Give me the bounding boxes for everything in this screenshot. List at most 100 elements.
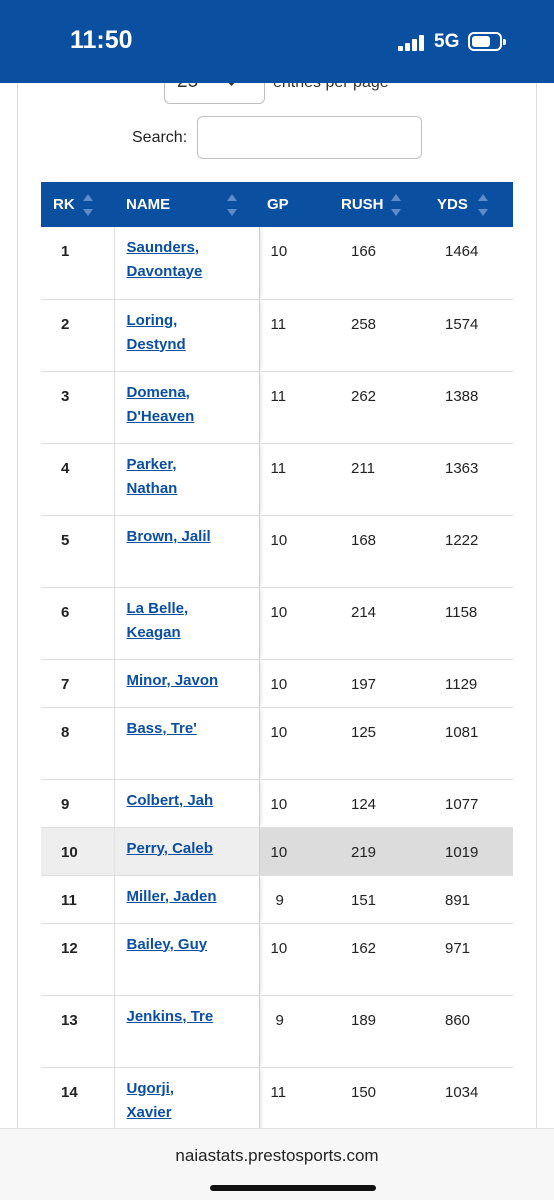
rush-cell: 197 — [311, 659, 407, 708]
rank-cell: 4 — [41, 443, 114, 516]
player-link[interactable]: Colbert, Jah — [126, 791, 214, 809]
player-link[interactable]: Perry, Caleb — [126, 839, 213, 857]
gp-cell: 9 — [259, 875, 311, 924]
rank-cell: 2 — [41, 299, 114, 372]
home-indicator[interactable] — [210, 1185, 376, 1191]
player-link[interactable]: Brown, Jalil — [126, 527, 211, 545]
rushing-stats-table: RK NAME GP RUSH YDS 1 Saunders, Davontaye — [41, 182, 513, 1140]
yds-cell: 1081 — [407, 707, 513, 780]
gp-cell: 10 — [259, 779, 311, 828]
table-header-row: RK NAME GP RUSH YDS — [41, 182, 513, 227]
cellular-signal-icon — [398, 35, 424, 51]
name-cell: Loring, Destynd — [113, 299, 260, 372]
table-row: 5 Brown, Jalil 10 168 1222 — [41, 515, 513, 588]
rush-cell: 219 — [311, 827, 407, 876]
player-link[interactable]: Domena, D'Heaven — [126, 383, 195, 425]
name-cell: Domena, D'Heaven — [113, 371, 260, 444]
yds-cell: 1077 — [407, 779, 513, 828]
address-bar[interactable]: naiastats.prestosports.com — [175, 1146, 379, 1165]
player-link[interactable]: Saunders, Davontaye — [126, 239, 203, 280]
player-link[interactable]: La Belle, Keagan — [126, 599, 189, 641]
yds-cell: 1574 — [407, 299, 513, 372]
header-label: RUSH — [341, 196, 384, 213]
yds-cell: 891 — [407, 875, 513, 924]
sort-icon — [227, 194, 237, 216]
gp-cell: 10 — [259, 707, 311, 780]
rush-cell: 166 — [311, 227, 407, 300]
player-link[interactable]: Minor, Javon — [126, 671, 219, 689]
yds-cell: 1129 — [407, 659, 513, 708]
name-cell: La Belle, Keagan — [113, 587, 260, 660]
yds-cell: 1388 — [407, 371, 513, 444]
rank-cell: 14 — [41, 1067, 114, 1140]
player-link[interactable]: Bass, Tre' — [126, 719, 197, 737]
column-header-name[interactable]: NAME — [114, 182, 259, 227]
yds-cell: 860 — [407, 995, 513, 1068]
name-cell: Saunders, Davontaye — [113, 227, 260, 300]
table-row: 3 Domena, D'Heaven 11 262 1388 — [41, 371, 513, 444]
yds-cell: 1019 — [407, 827, 513, 876]
rank-cell: 1 — [41, 227, 114, 300]
table-row: 4 Parker, Nathan 11 211 1363 — [41, 443, 513, 516]
sort-icon — [478, 194, 488, 216]
rush-cell: 189 — [311, 995, 407, 1068]
rank-cell: 12 — [41, 923, 114, 996]
table-row: 7 Minor, Javon 10 197 1129 — [41, 659, 513, 708]
table-row: 12 Bailey, Guy 10 162 971 — [41, 923, 513, 996]
rush-cell: 258 — [311, 299, 407, 372]
column-header-rk[interactable]: RK — [41, 182, 114, 227]
gp-cell: 10 — [259, 923, 311, 996]
rush-cell: 214 — [311, 587, 407, 660]
table-row: 14 Ugorji, Xavier 11 150 1034 — [41, 1067, 513, 1140]
name-cell: Parker, Nathan — [113, 443, 260, 516]
header-label: GP — [267, 196, 289, 213]
name-cell: Minor, Javon — [113, 659, 260, 708]
gp-cell: 10 — [259, 827, 311, 876]
name-cell: Perry, Caleb — [113, 827, 260, 876]
table-row: 11 Miller, Jaden 9 151 891 — [41, 875, 513, 924]
yds-cell: 1222 — [407, 515, 513, 588]
name-cell: Ugorji, Xavier — [113, 1067, 260, 1140]
column-header-yds[interactable]: YDS — [407, 182, 513, 227]
battery-icon — [468, 32, 506, 51]
rank-cell: 5 — [41, 515, 114, 588]
column-header-rush[interactable]: RUSH — [311, 182, 407, 227]
header-label: YDS — [437, 196, 468, 213]
status-bar: 11:50 5G — [0, 0, 554, 83]
gp-cell: 11 — [259, 1067, 311, 1140]
player-link[interactable]: Ugorji, Xavier — [126, 1079, 175, 1121]
rank-cell: 6 — [41, 587, 114, 660]
sort-icon — [83, 194, 93, 216]
rush-cell: 162 — [311, 923, 407, 996]
rush-cell: 124 — [311, 779, 407, 828]
rank-cell: 10 — [41, 827, 114, 876]
rank-cell: 9 — [41, 779, 114, 828]
player-link[interactable]: Miller, Jaden — [126, 887, 217, 905]
table-row: 2 Loring, Destynd 11 258 1574 — [41, 299, 513, 372]
gp-cell: 11 — [259, 299, 311, 372]
rush-cell: 151 — [311, 875, 407, 924]
rush-cell: 125 — [311, 707, 407, 780]
yds-cell: 1363 — [407, 443, 513, 516]
header-label: RK — [53, 196, 75, 213]
table-row: 8 Bass, Tre' 10 125 1081 — [41, 707, 513, 780]
rank-cell: 11 — [41, 875, 114, 924]
player-link[interactable]: Bailey, Guy — [126, 935, 208, 953]
yds-cell: 1158 — [407, 587, 513, 660]
rank-cell: 3 — [41, 371, 114, 444]
player-link[interactable]: Parker, Nathan — [126, 455, 178, 497]
search-input[interactable] — [197, 116, 422, 159]
gp-cell: 11 — [259, 443, 311, 516]
player-link[interactable]: Loring, Destynd — [126, 311, 186, 353]
table-row: 9 Colbert, Jah 10 124 1077 — [41, 779, 513, 828]
status-time: 11:50 — [70, 26, 133, 54]
rush-cell: 211 — [311, 443, 407, 516]
column-header-gp[interactable]: GP — [259, 182, 311, 227]
sort-icon — [391, 194, 401, 216]
rank-cell: 13 — [41, 995, 114, 1068]
name-cell: Bailey, Guy — [113, 923, 260, 996]
table-row: 13 Jenkins, Tre 9 189 860 — [41, 995, 513, 1068]
yds-cell: 971 — [407, 923, 513, 996]
rush-cell: 168 — [311, 515, 407, 588]
player-link[interactable]: Jenkins, Tre — [126, 1007, 214, 1025]
